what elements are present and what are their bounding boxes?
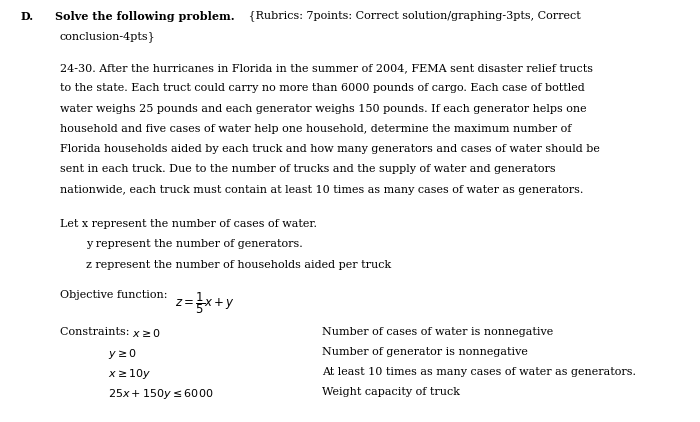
Text: Solve the following problem.: Solve the following problem.	[55, 11, 234, 22]
Text: At least 10 times as many cases of water as generators.: At least 10 times as many cases of water…	[322, 367, 636, 377]
Text: household and five cases of water help one household, determine the maximum numb: household and five cases of water help o…	[60, 124, 571, 134]
Text: nationwide, each truck must contain at least 10 times as many cases of water as : nationwide, each truck must contain at l…	[60, 185, 583, 195]
Text: $z = \dfrac{1}{5}x + y$: $z = \dfrac{1}{5}x + y$	[175, 290, 235, 316]
Text: Number of cases of water is nonnegative: Number of cases of water is nonnegative	[322, 327, 553, 336]
Text: Objective function:: Objective function:	[60, 290, 174, 300]
Text: $25x + 150y \leq 6000$: $25x + 150y \leq 6000$	[108, 387, 214, 401]
Text: z represent the number of households aided per truck: z represent the number of households aid…	[86, 260, 391, 270]
Text: Weight capacity of truck: Weight capacity of truck	[322, 387, 460, 397]
Text: 24-30. After the hurricanes in Florida in the summer of 2004, FEMA sent disaster: 24-30. After the hurricanes in Florida i…	[60, 63, 592, 73]
Text: sent in each truck. Due to the number of trucks and the supply of water and gene: sent in each truck. Due to the number of…	[60, 165, 555, 174]
Text: $x \geq 10y$: $x \geq 10y$	[108, 367, 152, 381]
Text: D.: D.	[21, 11, 34, 22]
Text: {Rubrics: 7points: Correct solution/graphing-3pts, Correct: {Rubrics: 7points: Correct solution/grap…	[245, 11, 581, 22]
Text: y represent the number of generators.: y represent the number of generators.	[86, 239, 303, 249]
Text: conclusion-4pts}: conclusion-4pts}	[60, 31, 155, 42]
Text: Number of generator is nonnegative: Number of generator is nonnegative	[322, 347, 528, 357]
Text: Let x represent the number of cases of water.: Let x represent the number of cases of w…	[60, 219, 316, 229]
Text: $y \geq 0$: $y \geq 0$	[108, 347, 137, 361]
Text: to the state. Each truct could carry no more than 6000 pounds of cargo. Each cas: to the state. Each truct could carry no …	[60, 84, 584, 93]
Text: Florida households aided by each truck and how many generators and cases of wate: Florida households aided by each truck a…	[60, 144, 599, 154]
Text: water weighs 25 pounds and each generator weighs 150 pounds. If each generator h: water weighs 25 pounds and each generato…	[60, 104, 586, 114]
Text: Constraints:: Constraints:	[60, 327, 132, 336]
Text: $x \geq 0$: $x \geq 0$	[132, 327, 161, 338]
